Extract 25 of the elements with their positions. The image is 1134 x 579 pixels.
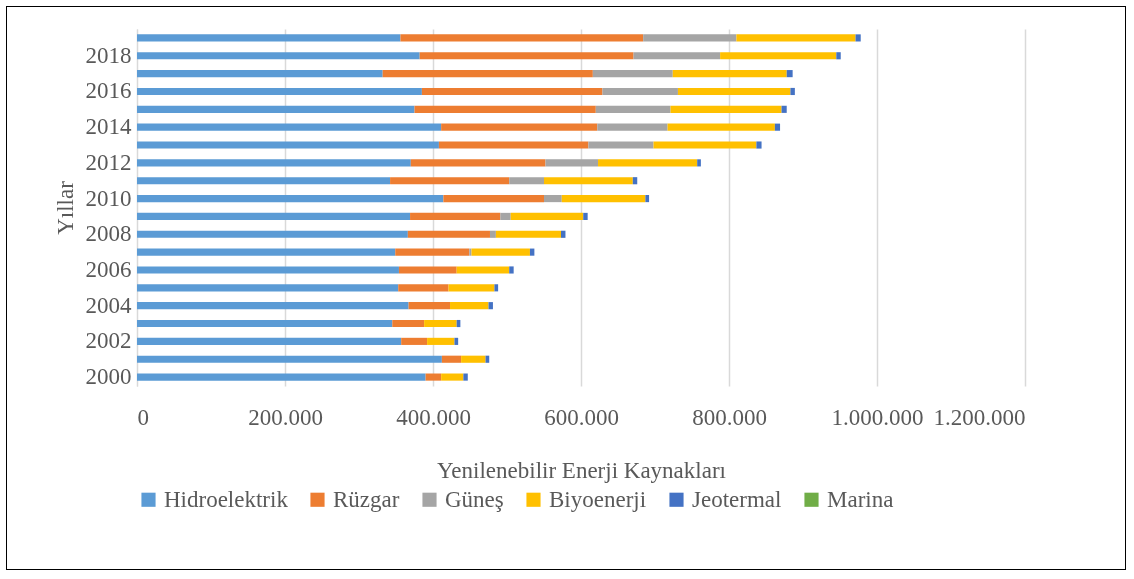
y-tick-label: 2000 [85, 364, 132, 390]
legend-label: Hidroelektrik [164, 486, 289, 512]
legend-label: Marina [827, 486, 894, 512]
x-axis-title: Yenilenebilir Enerji Kaynakları [437, 457, 726, 483]
legend-label: Jeotermal [692, 486, 782, 512]
x-tick-label: 0 [137, 404, 149, 430]
y-tick-label: 2002 [85, 328, 132, 354]
y-tick-label: 2006 [85, 256, 132, 282]
x-tick-label: 400.000 [396, 404, 471, 430]
legend-label: Güneş [445, 486, 504, 512]
x-tick-label: 200.000 [248, 404, 323, 430]
y-tick-label: 2004 [85, 292, 132, 318]
x-tick-label: 600.000 [544, 404, 619, 430]
y-tick-label: 2010 [85, 185, 132, 211]
y-tick-label: 2014 [85, 114, 132, 140]
x-tick-label: 1.200.000 [933, 404, 1026, 430]
y-axis-title: Yıllar [52, 180, 78, 235]
legend-label: Biyoenerji [549, 486, 647, 512]
y-tick-label: 2016 [85, 78, 132, 104]
y-tick-label: 2008 [85, 221, 132, 247]
x-tick-label: 800.000 [692, 404, 767, 430]
y-tick-label: 2018 [85, 42, 132, 68]
legend-label: Rüzgar [333, 486, 400, 512]
x-tick-label: 1.000.000 [831, 404, 924, 430]
y-tick-label: 2012 [85, 149, 132, 175]
